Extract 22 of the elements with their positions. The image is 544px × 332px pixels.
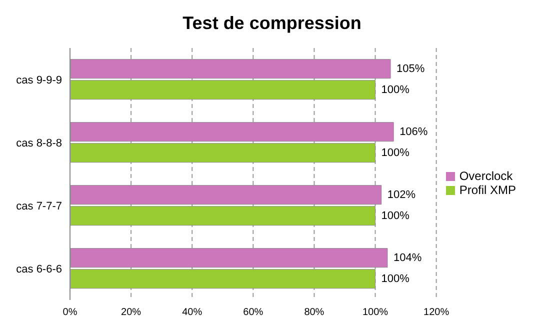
x-tick-label: 0% xyxy=(62,307,78,318)
data-label: 100% xyxy=(381,84,410,96)
x-tick-label: 100% xyxy=(362,307,388,318)
x-tick-label: 60% xyxy=(243,307,264,318)
data-label: 105% xyxy=(396,62,425,75)
data-label: 104% xyxy=(393,252,422,264)
x-tick-label: 20% xyxy=(121,307,142,318)
y-tick-label: cas 7-7-7 xyxy=(16,200,62,212)
legend-label: Overclock xyxy=(459,169,513,183)
data-label: 106% xyxy=(400,126,428,138)
data-label: 100% xyxy=(381,146,410,159)
y-tick-label: cas 6-6-6 xyxy=(16,263,62,276)
data-label: 100% xyxy=(381,272,410,285)
data-label: 102% xyxy=(387,188,416,201)
chart-title: Test de compression xyxy=(182,12,362,35)
x-tick-label: 80% xyxy=(304,307,324,318)
data-label: 100% xyxy=(381,210,410,222)
legend-label: Profil XMP xyxy=(459,183,516,197)
y-tick-label: cas 8-8-8 xyxy=(16,137,62,150)
x-tick-label: 40% xyxy=(182,307,202,318)
y-tick-label: cas 9-9-9 xyxy=(16,74,62,86)
x-tick-label: 120% xyxy=(424,307,450,318)
